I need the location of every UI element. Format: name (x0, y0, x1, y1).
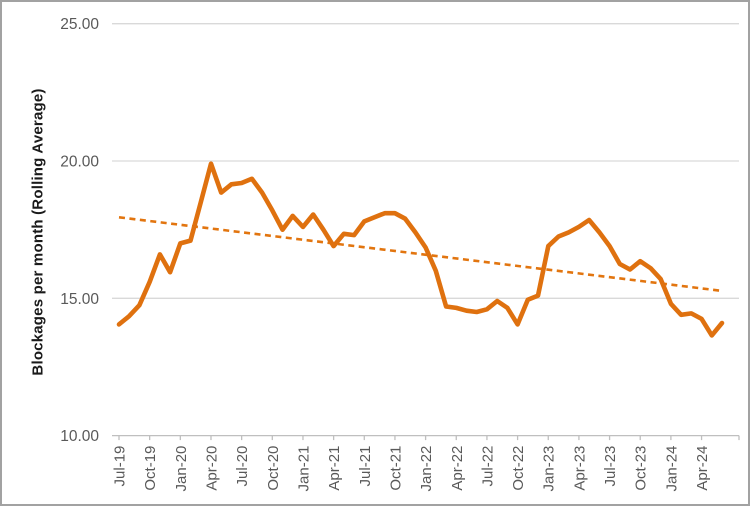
x-tick-label: Jan-23 (541, 446, 558, 492)
x-tick-label: Apr-24 (694, 446, 711, 491)
trendline (118, 216, 723, 293)
x-tick-label: Oct-19 (142, 446, 159, 491)
x-tick-label: Jan-21 (295, 446, 312, 492)
x-tick-label: Oct-23 (633, 446, 650, 491)
x-tick-label: Jan-24 (663, 446, 680, 492)
x-tick-label: Oct-21 (387, 446, 404, 491)
x-tick-label: Jul-20 (234, 446, 251, 487)
x-tick-label: Apr-22 (449, 446, 466, 491)
x-tick-label: Jul-19 (112, 446, 129, 487)
y-tick-label: 20.00 (60, 154, 99, 171)
x-tick-label: Apr-21 (326, 446, 343, 491)
x-tick-label: Oct-22 (510, 446, 527, 491)
x-tick-label: Apr-20 (203, 446, 220, 491)
x-tick-label: Jan-22 (418, 446, 435, 492)
series-line (116, 161, 725, 338)
x-tick-label: Jul-23 (602, 446, 619, 487)
y-tick-label: 25.00 (60, 16, 99, 33)
x-tick-label: Jul-22 (479, 446, 496, 487)
y-tick-label: 10.00 (60, 428, 99, 445)
x-tick-label: Jan-20 (173, 446, 190, 492)
x-tick-label: Jul-21 (357, 446, 374, 487)
y-axis-title: Blockages per month (Rolling Average) (29, 88, 47, 376)
x-tick-label: Apr-23 (571, 446, 588, 491)
y-tick-label: 15.00 (60, 291, 99, 308)
x-tick-label: Oct-20 (265, 446, 282, 491)
